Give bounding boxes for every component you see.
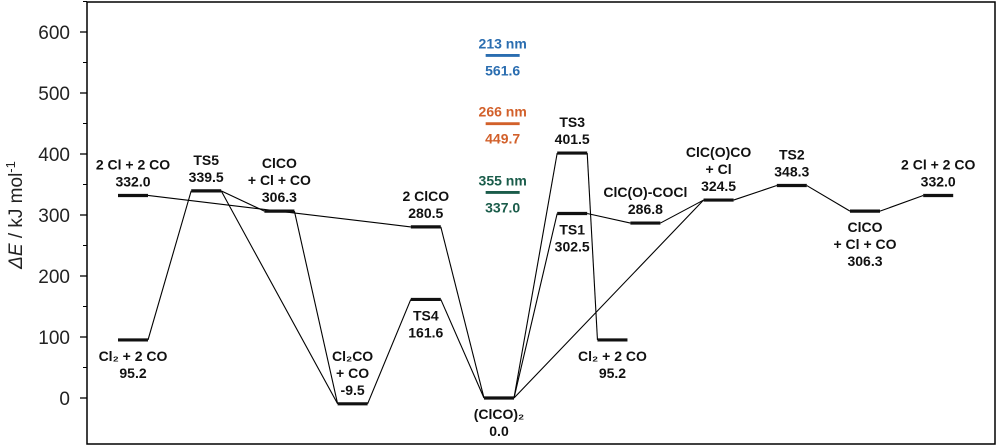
y-axis: 0 100 200 300 400 500 600 xyxy=(38,1,87,410)
connection-line xyxy=(513,213,558,399)
connection-line xyxy=(587,212,631,224)
level-label-nm266: 266 nm xyxy=(479,104,527,120)
level-label-clcococl: ClC(O)-COCl xyxy=(603,184,687,200)
connection-line xyxy=(440,299,485,399)
level-label-2cl-right: 332.0 xyxy=(921,173,956,189)
connection-lines xyxy=(147,152,924,405)
level-label-cl2co: -9.5 xyxy=(341,382,365,398)
level-label-cl2-right: 95.2 xyxy=(599,365,626,381)
level-label-clco-right: 306.3 xyxy=(847,253,882,269)
level-label-cl2-left: Cl₂ + 2 CO xyxy=(99,348,168,364)
level-label-nm355: 355 nm xyxy=(479,172,527,188)
energy-levels xyxy=(118,54,954,406)
level-label-2cl-left: 332.0 xyxy=(115,173,150,189)
level-label-ts5: 339.5 xyxy=(189,169,224,185)
level-label-ts3: TS3 xyxy=(559,114,585,130)
connection-line xyxy=(367,299,412,405)
y-tick-label: 0 xyxy=(59,389,70,410)
level-label-ts4: TS4 xyxy=(413,307,439,323)
connection-line xyxy=(806,185,851,212)
level-label-cl2co: Cl₂CO xyxy=(332,348,373,364)
y-tick-label: 100 xyxy=(38,328,70,349)
level-label-cl2-left: 95.2 xyxy=(119,365,146,381)
connection-line xyxy=(586,153,599,340)
connection-line xyxy=(147,190,192,341)
level-label-clcococl: 286.8 xyxy=(628,201,663,217)
connection-line xyxy=(660,199,704,224)
connection-line xyxy=(440,226,485,399)
level-label-2clco: 2 ClCO xyxy=(402,188,449,204)
level-label-2cl-right: 2 Cl + 2 CO xyxy=(901,156,975,172)
level-label-clco2: 0.0 xyxy=(489,423,509,439)
level-label-nm213: 213 nm xyxy=(479,35,527,51)
level-label-clco-right: ClCO xyxy=(848,219,883,235)
level-label-clcoco: ClC(O)CO xyxy=(686,144,751,160)
level-label-ts2: TS2 xyxy=(779,147,805,163)
y-tick-label: 200 xyxy=(38,267,70,288)
y-tick-label: 400 xyxy=(38,145,70,166)
level-label-cl2-right: Cl₂ + 2 CO xyxy=(578,348,647,364)
level-label-ts3: 401.5 xyxy=(555,131,590,147)
level-label-2cl-left: 2 Cl + 2 CO xyxy=(96,156,170,172)
connection-line xyxy=(513,199,704,399)
level-label-clco-left: ClCO xyxy=(262,155,297,171)
level-label-clco-right: + Cl + CO xyxy=(833,236,896,252)
level-label-clco2: (ClCO)₂ xyxy=(474,406,525,422)
level-label-2clco: 280.5 xyxy=(408,205,443,221)
y-axis-label: ΔE / kJ mol-1 xyxy=(3,161,28,270)
level-label-clco-left: 306.3 xyxy=(262,189,297,205)
connection-line xyxy=(293,211,339,404)
plot-frame xyxy=(86,1,996,445)
level-label-nm266: 449.7 xyxy=(485,131,520,147)
level-label-cl2co: + CO xyxy=(336,365,369,381)
y-tick-label: 600 xyxy=(38,23,70,44)
level-label-ts5: TS5 xyxy=(193,152,219,168)
connection-line xyxy=(879,194,924,212)
level-label-ts1: TS1 xyxy=(559,221,585,237)
connection-line xyxy=(220,190,339,405)
connection-line xyxy=(733,185,777,201)
level-label-nm213: 561.6 xyxy=(485,62,520,78)
level-label-clco-left: + Cl + CO xyxy=(248,172,311,188)
connection-line xyxy=(220,190,265,212)
level-label-nm355: 337.0 xyxy=(485,199,520,215)
level-label-ts1: 302.5 xyxy=(555,238,590,254)
level-label-ts2: 348.3 xyxy=(774,164,809,180)
y-tick-label: 500 xyxy=(38,84,70,105)
level-label-clcoco: 324.5 xyxy=(701,178,736,194)
connection-line xyxy=(513,152,558,399)
y-tick-label: 300 xyxy=(38,206,70,227)
level-label-clcoco: + Cl xyxy=(706,161,732,177)
level-label-ts4: 161.6 xyxy=(408,324,443,340)
